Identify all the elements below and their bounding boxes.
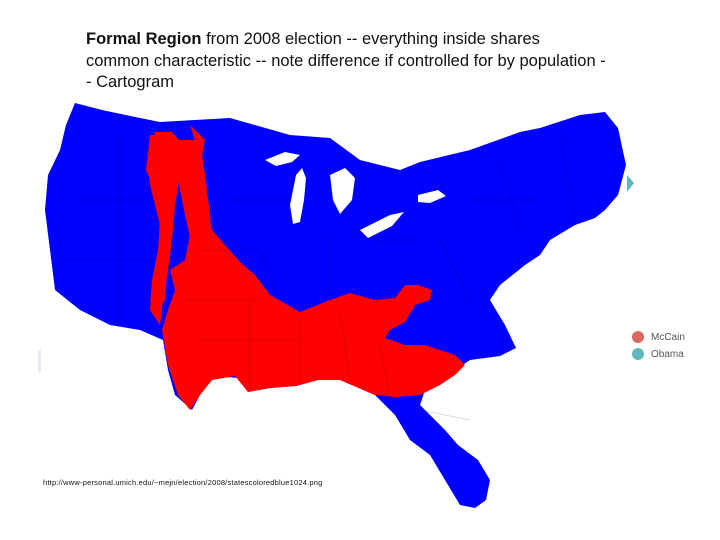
state-borders	[60, 130, 576, 421]
source-url: http://www-personal.umich.edu/~mejn/elec…	[43, 478, 323, 487]
legend-label-mccain: McCain	[651, 331, 685, 343]
caption: Formal Region from 2008 election -- ever…	[86, 29, 606, 94]
legend-item-mccain: McCain	[632, 330, 685, 344]
lake-michigan	[290, 168, 306, 224]
caption-bold: Formal Region	[86, 30, 202, 48]
caption-text: from 2008 election -- everything inside …	[86, 30, 606, 91]
lake-superior	[265, 152, 300, 166]
mccain-west-strip	[146, 135, 180, 325]
lake-erie	[360, 212, 404, 238]
island-mark	[38, 350, 41, 372]
lake-huron	[330, 168, 355, 214]
legend-dot-mccain	[632, 331, 644, 343]
legend-label-obama: Obama	[651, 348, 684, 360]
lake-ontario	[418, 190, 446, 203]
mccain-plains-strip	[172, 140, 212, 240]
legend-item-obama: Obama	[632, 347, 684, 361]
maine-mark	[627, 175, 634, 192]
mccain-region	[148, 125, 465, 410]
legend-dot-obama	[632, 348, 644, 360]
